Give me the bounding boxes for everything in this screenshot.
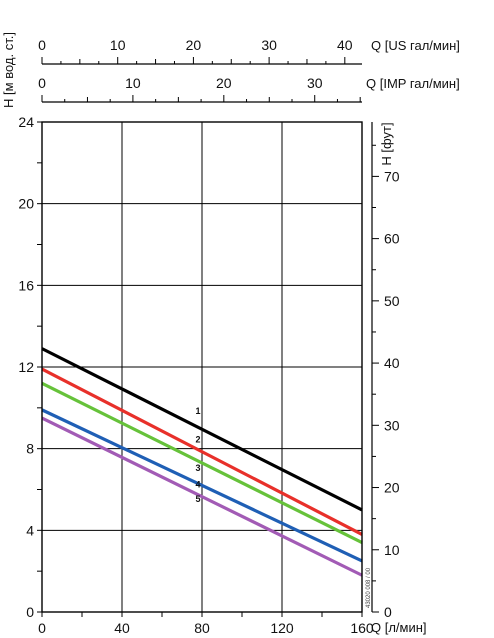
curve-5: [41, 416, 363, 577]
right-tick-label: 30: [384, 417, 400, 433]
right-tick-label: 40: [384, 355, 400, 371]
imp-axis-label: Q [IMP гал/мин]: [366, 76, 460, 91]
curve-label-3: 3: [195, 463, 200, 473]
curve-2: [41, 367, 363, 536]
bottom-tick-label: 40: [114, 620, 130, 636]
right-tick-label: 50: [384, 293, 400, 309]
right-tick-label: 0: [384, 604, 392, 620]
right-tick-label: 20: [384, 480, 400, 496]
right-tick-label: 60: [384, 231, 400, 247]
curve-1: [41, 347, 363, 512]
grid: [42, 122, 362, 612]
us-tick-label: 30: [261, 37, 277, 53]
curve-label-4: 4: [195, 479, 200, 489]
curve-4: [41, 408, 363, 563]
left-tick-label: 24: [18, 114, 34, 130]
left-tick-label: 4: [26, 522, 34, 538]
curve-label-1: 1: [195, 406, 200, 416]
document-id: 43020 008 / 00: [366, 567, 372, 608]
bottom-tick-label: 160: [350, 620, 374, 636]
curve-3: [41, 381, 363, 545]
imp-tick-label: 20: [216, 75, 232, 91]
x-axis-label: Q [л/мин]: [371, 620, 427, 635]
us-tick-label: 0: [38, 37, 46, 53]
left-tick-label: 16: [18, 277, 34, 293]
left-axis-label: H [м вод. ст.]: [1, 32, 16, 108]
curve-label-2: 2: [195, 435, 200, 445]
left-tick-label: 20: [18, 196, 34, 212]
right-axis-label: H [фут]: [379, 122, 394, 165]
bottom-tick-label: 0: [38, 620, 46, 636]
left-tick-label: 0: [26, 604, 34, 620]
us-axis-label: Q [US гал/мин]: [371, 38, 460, 53]
left-tick-label: 12: [18, 359, 34, 375]
imp-tick-label: 30: [307, 75, 323, 91]
right-tick-label: 10: [384, 542, 400, 558]
us-tick-label: 40: [337, 37, 353, 53]
curve-label-5: 5: [195, 494, 200, 504]
left-tick-label: 8: [26, 441, 34, 457]
us-tick-label: 10: [110, 37, 126, 53]
imp-tick-label: 10: [125, 75, 141, 91]
imp-tick-label: 0: [38, 75, 46, 91]
bottom-tick-label: 80: [194, 620, 210, 636]
axes: [37, 57, 379, 617]
us-tick-label: 20: [186, 37, 202, 53]
bottom-tick-label: 120: [270, 620, 294, 636]
curves: [41, 347, 363, 577]
right-tick-label: 70: [384, 168, 400, 184]
